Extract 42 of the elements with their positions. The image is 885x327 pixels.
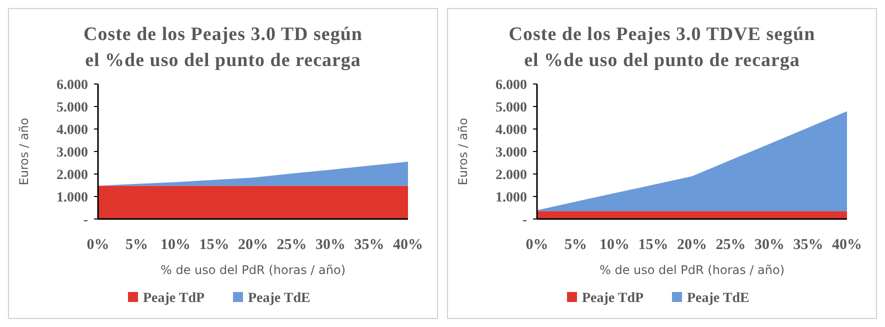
x-axis-title: % de uso del PdR (horas / año)	[599, 263, 785, 277]
y-tick-label: 3.000	[496, 145, 527, 160]
y-tick-label: 4.000	[56, 122, 88, 138]
y-tick-label: 5.000	[56, 100, 88, 116]
y-tick-label: 6.000	[496, 78, 527, 93]
legend-label: Peaje TdP	[143, 290, 206, 306]
y-tick-label: 3.000	[56, 145, 88, 160]
y-tick-label: 5.000	[496, 100, 527, 116]
x-tick-label: 25%	[276, 237, 307, 253]
legend-label: Peaje TdE	[687, 290, 750, 306]
y-tick-label: -	[522, 212, 528, 228]
x-tick-label: 20%	[238, 237, 268, 253]
y-tick-label: 2.000	[496, 168, 527, 183]
y-tick-label: 4.000	[496, 122, 527, 138]
x-tick-label: 40%	[393, 237, 423, 253]
x-axis-title: % de uso del PdR (horas / año)	[160, 263, 346, 277]
x-tick-label: 25%	[716, 237, 746, 253]
x-tick-label: 35%	[793, 237, 824, 253]
x-tick-label: 10%	[160, 237, 190, 253]
y-tick-label: 2.000	[56, 168, 88, 183]
y-axis-title: Euros / año	[17, 118, 31, 186]
x-tick-label: 20%	[677, 237, 707, 253]
y-axis-title: Euros / año	[456, 118, 470, 186]
y-tick-label: 6.000	[56, 78, 88, 93]
x-tick-label: 0%	[526, 237, 548, 253]
y-tick-label: 1.000	[56, 190, 88, 206]
x-tick-label: 10%	[600, 237, 630, 253]
x-tick-label: 15%	[638, 237, 668, 253]
x-tick-label: 30%	[754, 237, 784, 253]
x-tick-label: 40%	[832, 237, 862, 253]
chart-title: Coste de los Peajes 3.0 TDVE según el %de uso del punto de recarga	[508, 24, 816, 71]
x-tick-label: 5%	[126, 237, 148, 253]
y-tick-label: 1.000	[496, 190, 527, 206]
legend-label: Peaje TdE	[248, 290, 310, 306]
x-tick-label: 35%	[354, 237, 384, 253]
x-tick-label: 5%	[564, 237, 587, 253]
chart-title: Coste de los Peajes 3.0 TD según el %de uso del punto de recarga	[83, 24, 363, 71]
x-tick-label: 30%	[316, 237, 346, 253]
legend-label: Peaje TdP	[582, 290, 644, 306]
x-tick-label: 15%	[199, 237, 230, 253]
y-tick-label: -	[83, 212, 88, 228]
x-tick-label: 0%	[86, 237, 110, 253]
